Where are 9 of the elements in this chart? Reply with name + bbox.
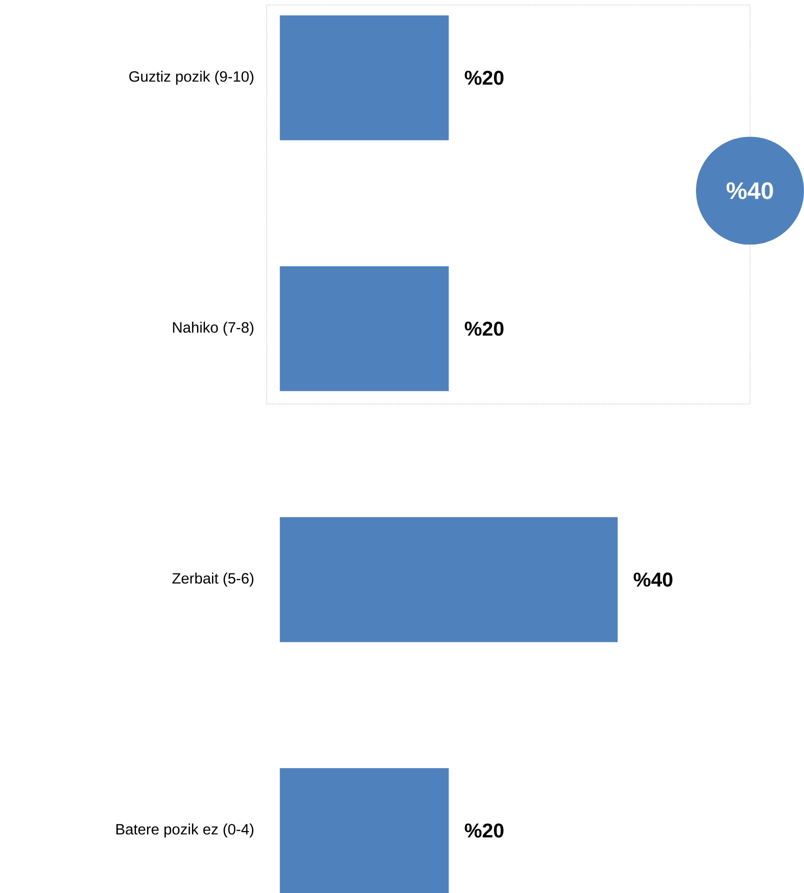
data-label: %20 — [464, 322, 504, 336]
data-label: %40 — [634, 572, 672, 587]
text: %40 — [726, 182, 774, 200]
y-tick-label: Batere pozik ez (0-4) — [116, 824, 254, 838]
data-label: %20 — [464, 823, 504, 838]
y-tick-label: Zerbait (5-6) — [172, 572, 254, 587]
y-tick-label: Nahiko (7-8) — [173, 322, 254, 336]
data-label: %20 — [464, 70, 504, 85]
y-tick-label: Guztiz pozik (9-10) — [129, 70, 254, 85]
